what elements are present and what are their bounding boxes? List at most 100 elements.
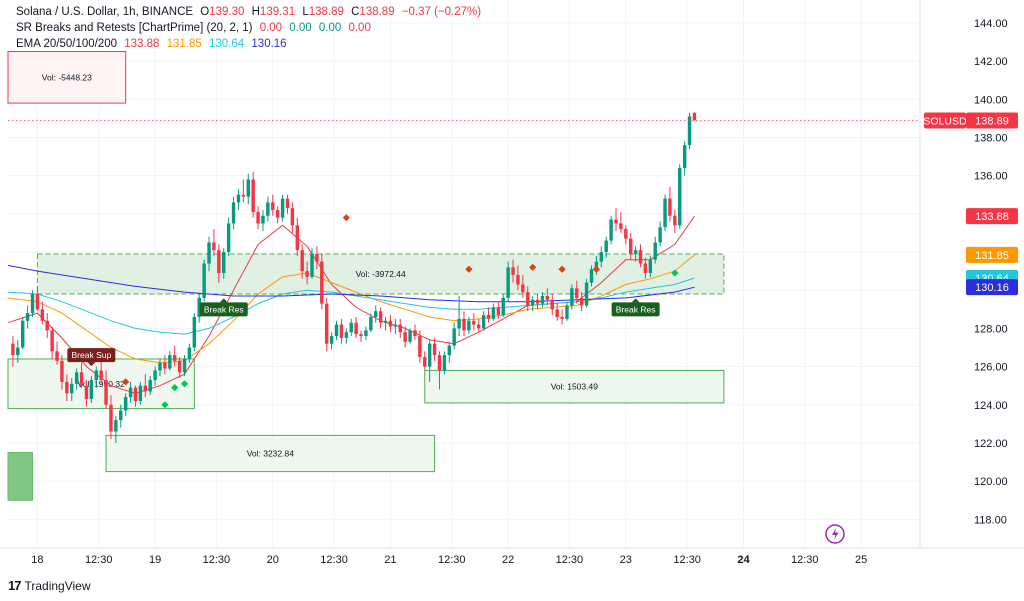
candle-body bbox=[241, 194, 246, 197]
symbol-title[interactable]: Solana / U.S. Dollar, 1h, BINANCE bbox=[16, 6, 194, 18]
candle-body bbox=[163, 362, 167, 369]
candle bbox=[70, 378, 74, 401]
candle bbox=[300, 244, 304, 279]
candle-body bbox=[467, 320, 471, 331]
candle bbox=[427, 339, 432, 382]
indicator-name[interactable]: SR Breaks and Retests [ChartPrime] (20, … bbox=[16, 22, 253, 34]
break-tag-pointer bbox=[631, 298, 640, 303]
candle-body bbox=[315, 253, 319, 262]
candle bbox=[114, 416, 118, 443]
retest-green-marker bbox=[180, 380, 189, 388]
candle-body bbox=[45, 320, 49, 331]
price-axis-label: 133.88 bbox=[966, 208, 1018, 225]
tradingview-logo[interactable]: 17 TradingView bbox=[8, 578, 91, 593]
candle-body bbox=[222, 252, 226, 274]
candle bbox=[619, 211, 623, 233]
symbol-legend-row[interactable]: Solana / U.S. Dollar, 1h, BINANCE O139.3… bbox=[16, 4, 481, 20]
candle bbox=[65, 374, 69, 401]
candle-body bbox=[388, 320, 393, 327]
candle bbox=[550, 294, 554, 316]
candle-body bbox=[138, 385, 143, 401]
high-value: 139.31 bbox=[259, 6, 296, 18]
candle bbox=[584, 278, 589, 308]
candle-body bbox=[653, 242, 657, 260]
candle-body bbox=[403, 332, 407, 342]
price-label-symbol-box bbox=[924, 112, 966, 129]
candle bbox=[658, 221, 662, 247]
y-tick-label: 140.00 bbox=[974, 94, 1008, 106]
candle bbox=[266, 196, 270, 222]
candle-body bbox=[329, 336, 334, 344]
x-tick-label: 12:30 bbox=[203, 554, 231, 566]
candle bbox=[187, 343, 192, 363]
candle-body bbox=[663, 198, 667, 228]
candle-body bbox=[457, 318, 461, 329]
sr-zone bbox=[7, 452, 34, 501]
candle bbox=[638, 244, 643, 268]
indicator-legend-sr[interactable]: SR Breaks and Retests [ChartPrime] (20, … bbox=[16, 20, 481, 36]
open-value: 139.30 bbox=[209, 6, 245, 18]
candle bbox=[310, 248, 314, 279]
x-tick-label: 20 bbox=[267, 554, 279, 566]
x-tick-label: 21 bbox=[384, 554, 396, 566]
y-tick-label: 122.00 bbox=[974, 438, 1008, 450]
candle-body bbox=[251, 179, 255, 212]
candle-body bbox=[275, 210, 280, 218]
candle bbox=[55, 341, 59, 365]
high-label: H bbox=[251, 6, 260, 18]
retest-red-marker bbox=[465, 265, 473, 273]
x-tick-label: 12:30 bbox=[673, 554, 701, 566]
candle-body bbox=[300, 250, 304, 272]
candle bbox=[192, 313, 197, 352]
candle bbox=[40, 301, 45, 325]
y-tick-label: 136.00 bbox=[974, 171, 1008, 183]
candle-body bbox=[344, 332, 349, 338]
break-tag-pointer bbox=[219, 298, 228, 303]
candle-body bbox=[594, 261, 599, 270]
x-tick-label: 18 bbox=[31, 554, 43, 566]
candle-body bbox=[109, 404, 113, 432]
close-value: 138.89 bbox=[359, 6, 395, 18]
candle-body bbox=[197, 297, 201, 317]
candle bbox=[143, 374, 148, 398]
candle bbox=[241, 179, 246, 203]
candle bbox=[491, 303, 496, 321]
candle bbox=[432, 337, 437, 361]
candle-body bbox=[643, 263, 648, 274]
candle-body bbox=[398, 324, 402, 333]
candle-body bbox=[476, 324, 481, 329]
indicator-value: 0.00 bbox=[259, 22, 283, 34]
candle-body bbox=[393, 324, 398, 327]
candle-body bbox=[432, 343, 437, 356]
candle-body bbox=[84, 385, 89, 400]
candle bbox=[177, 357, 182, 379]
lightning-icon[interactable] bbox=[825, 524, 845, 544]
break-tag-box bbox=[611, 302, 660, 317]
x-tick-label: 12:30 bbox=[85, 554, 113, 566]
candle bbox=[79, 362, 84, 388]
indicator-legend-ema[interactable]: EMA 20/50/100/200 133.88 131.85 130.64 1… bbox=[16, 36, 481, 52]
x-tick-label: 12:30 bbox=[320, 554, 348, 566]
candle-body bbox=[114, 420, 118, 432]
indicator-name[interactable]: EMA 20/50/100/200 bbox=[16, 38, 118, 50]
time-axis[interactable]: 18 12:30 19 12:30 20 12:30 21 12:30 22 12:30 23 12:… bbox=[31, 554, 867, 566]
candle bbox=[280, 194, 285, 222]
candle-body bbox=[20, 320, 25, 348]
candle-body bbox=[143, 385, 148, 392]
sr-zone bbox=[105, 434, 436, 473]
candle-body bbox=[364, 330, 368, 337]
candle bbox=[511, 259, 515, 283]
candle-body bbox=[579, 297, 584, 306]
candle bbox=[84, 379, 89, 407]
candle bbox=[633, 246, 638, 262]
candle bbox=[516, 265, 520, 291]
candle-body bbox=[609, 219, 613, 241]
candle bbox=[403, 326, 407, 348]
candle bbox=[673, 210, 677, 233]
close-label: C bbox=[351, 6, 360, 18]
signal-markers bbox=[122, 214, 679, 409]
retest-green-marker bbox=[671, 269, 679, 277]
candle bbox=[369, 313, 373, 333]
candle-body bbox=[633, 250, 638, 254]
